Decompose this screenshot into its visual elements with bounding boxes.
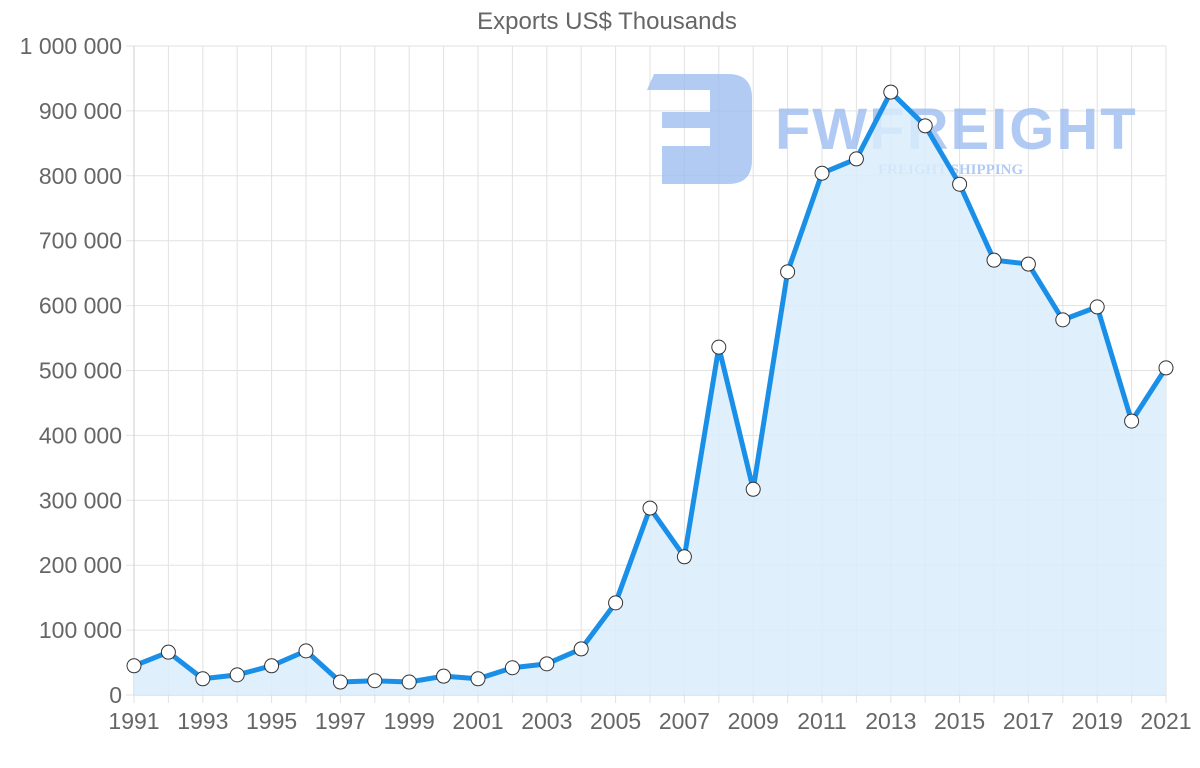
watermark-brand: FWFREIGHT xyxy=(775,97,1138,162)
y-tick-label: 700 000 xyxy=(39,228,122,254)
area-fill xyxy=(134,92,1166,696)
x-tick-label: 2009 xyxy=(728,708,779,734)
x-axis: 1991 1993 1995 1997 1999 2001 2003 2005 2007 2009… xyxy=(108,708,1191,734)
data-point-1991[interactable] xyxy=(126,658,142,674)
y-tick-label: 300 000 xyxy=(39,487,122,513)
x-tick-label: 1999 xyxy=(384,708,435,734)
x-tick-label: 2015 xyxy=(934,708,985,734)
x-tick-label: 2017 xyxy=(1003,708,1054,734)
data-point-2017[interactable] xyxy=(1020,256,1036,272)
data-points xyxy=(126,84,1174,690)
data-point-2011[interactable] xyxy=(814,165,830,181)
y-tick-label: 1 000 000 xyxy=(20,33,122,59)
x-tick-label: 2007 xyxy=(659,708,710,734)
data-point-1993[interactable] xyxy=(195,671,211,687)
data-point-1995[interactable] xyxy=(264,658,280,674)
chart-title: Exports US$ Thousands xyxy=(477,8,737,35)
data-point-1992[interactable] xyxy=(160,644,176,660)
data-point-2012[interactable] xyxy=(848,151,864,167)
x-tick-label: 2013 xyxy=(865,708,916,734)
data-point-2005[interactable] xyxy=(608,595,624,611)
data-point-2004[interactable] xyxy=(573,641,589,657)
x-tick-label: 2021 xyxy=(1140,708,1191,734)
data-point-2020[interactable] xyxy=(1124,413,1140,429)
x-tick-label: 2005 xyxy=(590,708,641,734)
data-point-1994[interactable] xyxy=(229,667,245,683)
y-tick-label: 600 000 xyxy=(39,293,122,319)
x-tick-label: 2011 xyxy=(797,708,846,734)
y-tick-label: 100 000 xyxy=(39,617,122,643)
data-point-1996[interactable] xyxy=(298,643,314,659)
data-point-2000[interactable] xyxy=(436,668,452,684)
x-tick-label: 2003 xyxy=(521,708,572,734)
y-tick-label: 500 000 xyxy=(39,358,122,384)
x-tick-label: 1991 xyxy=(108,708,159,734)
data-point-2010[interactable] xyxy=(780,264,796,280)
y-axis: 0 100 000 200 000 300 000 400 000 500 000 600 … xyxy=(20,33,122,708)
data-point-1999[interactable] xyxy=(401,674,417,690)
x-tick-label: 1997 xyxy=(315,708,366,734)
fwfreight-watermark-logo: FWFREIGHT FREIGHT SHIPPING xyxy=(647,74,1138,184)
logo-mark-icon xyxy=(647,74,752,184)
x-tick-label: 1993 xyxy=(177,708,228,734)
y-tick-label: 900 000 xyxy=(39,98,122,124)
data-point-2008[interactable] xyxy=(711,339,727,355)
data-point-2006[interactable] xyxy=(642,500,658,516)
y-tick-label: 400 000 xyxy=(39,422,122,448)
data-point-2015[interactable] xyxy=(952,176,968,192)
data-point-1998[interactable] xyxy=(367,673,383,689)
x-tick-label: 2001 xyxy=(452,708,503,734)
data-point-2016[interactable] xyxy=(986,252,1002,268)
y-tick-label: 200 000 xyxy=(39,552,122,578)
data-point-2018[interactable] xyxy=(1055,312,1071,328)
data-point-2007[interactable] xyxy=(676,549,692,565)
data-point-2001[interactable] xyxy=(470,671,486,687)
x-tick-label: 2019 xyxy=(1072,708,1123,734)
data-point-2003[interactable] xyxy=(539,656,555,672)
data-point-2002[interactable] xyxy=(504,660,520,676)
y-tick-label: 800 000 xyxy=(39,163,122,189)
data-point-2009[interactable] xyxy=(745,481,761,497)
x-tick-label: 1995 xyxy=(246,708,297,734)
y-tick-label: 0 xyxy=(109,682,122,708)
data-point-2013[interactable] xyxy=(883,84,899,100)
data-point-2021[interactable] xyxy=(1158,360,1174,376)
data-point-1997[interactable] xyxy=(332,674,348,690)
data-point-2014[interactable] xyxy=(917,118,933,134)
data-point-2019[interactable] xyxy=(1089,299,1105,315)
